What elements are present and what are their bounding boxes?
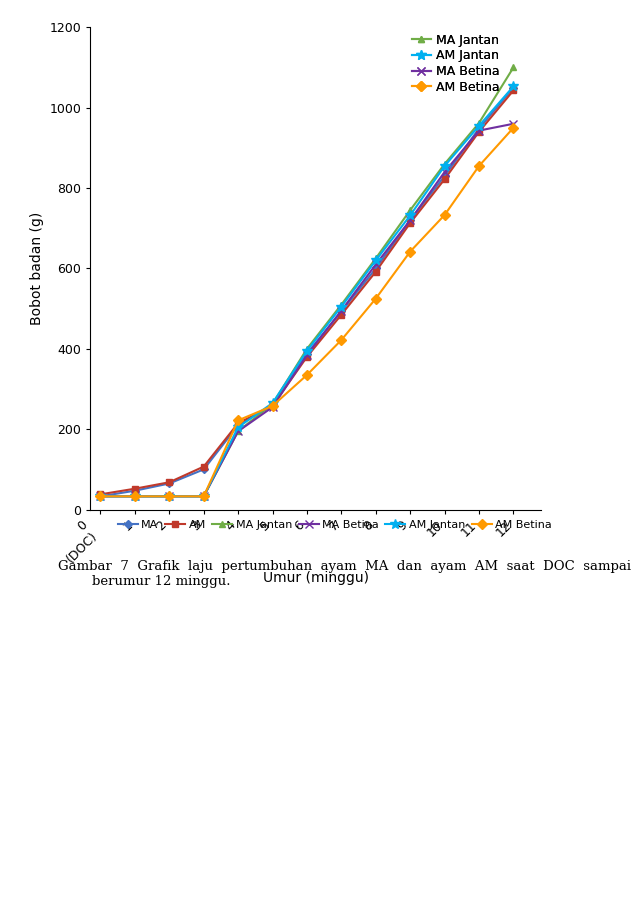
MA bbox=[200, 464, 207, 475]
MA bbox=[509, 82, 517, 93]
MA Betina bbox=[200, 490, 207, 501]
Line: AM Betina: AM Betina bbox=[97, 125, 517, 500]
MA Betina bbox=[97, 490, 104, 501]
MA Jantan bbox=[475, 117, 483, 128]
AM Betina bbox=[303, 369, 311, 380]
Line: MA Jantan: MA Jantan bbox=[97, 64, 517, 500]
AM bbox=[97, 489, 104, 500]
AM Jantan bbox=[131, 490, 138, 501]
MA bbox=[337, 306, 345, 317]
AM Betina bbox=[406, 246, 414, 257]
AM bbox=[166, 477, 173, 488]
AM Jantan bbox=[200, 490, 207, 501]
MA bbox=[234, 420, 242, 430]
MA Jantan bbox=[337, 299, 345, 310]
MA Jantan bbox=[97, 490, 104, 501]
MA Jantan bbox=[509, 62, 517, 73]
MA bbox=[166, 478, 173, 489]
MA bbox=[303, 349, 311, 359]
AM Jantan bbox=[234, 421, 242, 432]
AM Betina bbox=[200, 490, 207, 501]
MA bbox=[475, 123, 483, 134]
AM bbox=[234, 418, 242, 429]
MA Betina bbox=[406, 215, 414, 226]
AM bbox=[509, 85, 517, 96]
Text: berumur 12 minggu.: berumur 12 minggu. bbox=[58, 575, 231, 588]
MA bbox=[406, 215, 414, 226]
Text: Gambar  7  Grafik  laju  pertumbuhan  ayam  MA  dan  ayam  AM  saat  DOC  sampai: Gambar 7 Grafik laju pertumbuhan ayam MA… bbox=[58, 560, 631, 572]
AM bbox=[337, 309, 345, 320]
MA Jantan bbox=[200, 490, 207, 501]
MA bbox=[440, 170, 448, 181]
AM Jantan bbox=[475, 120, 483, 131]
MA bbox=[269, 399, 276, 410]
Legend: MA, AM, MA Jantan, MA Betina, AM Jantan, AM Betina: MA, AM, MA Jantan, MA Betina, AM Jantan,… bbox=[118, 520, 552, 530]
AM Betina bbox=[234, 415, 242, 426]
MA Betina bbox=[337, 305, 345, 316]
Line: AM: AM bbox=[97, 87, 517, 498]
AM bbox=[131, 483, 138, 494]
MA bbox=[97, 490, 104, 501]
MA Betina bbox=[509, 118, 517, 129]
AM Jantan bbox=[166, 490, 173, 501]
MA Jantan bbox=[131, 490, 138, 501]
MA Betina bbox=[303, 349, 311, 360]
MA Jantan bbox=[166, 490, 173, 501]
AM Betina bbox=[475, 160, 483, 171]
X-axis label: Umur (minggu): Umur (minggu) bbox=[263, 571, 368, 585]
AM Betina bbox=[372, 293, 380, 304]
AM bbox=[475, 126, 483, 137]
MA Betina bbox=[131, 490, 138, 501]
AM Jantan bbox=[440, 160, 448, 171]
AM Jantan bbox=[372, 255, 380, 266]
MA Jantan bbox=[440, 158, 448, 169]
AM bbox=[372, 267, 380, 278]
MA Betina bbox=[475, 126, 483, 136]
MA Jantan bbox=[269, 399, 276, 410]
AM Jantan bbox=[303, 346, 311, 357]
AM Jantan bbox=[406, 210, 414, 221]
AM Betina bbox=[509, 122, 517, 133]
MA Betina bbox=[440, 167, 448, 177]
AM Betina bbox=[269, 400, 276, 411]
Y-axis label: Bobot badan (g): Bobot badan (g) bbox=[30, 212, 44, 325]
MA Betina bbox=[372, 259, 380, 270]
AM Jantan bbox=[509, 81, 517, 92]
AM bbox=[406, 217, 414, 228]
AM Betina bbox=[166, 490, 173, 501]
Legend: MA Jantan, AM Jantan, MA Betina, AM Betina: MA Jantan, AM Jantan, MA Betina, AM Beti… bbox=[412, 34, 499, 94]
AM bbox=[303, 351, 311, 362]
AM Betina bbox=[131, 490, 138, 501]
Line: MA Betina: MA Betina bbox=[97, 119, 518, 500]
AM bbox=[200, 461, 207, 472]
MA Jantan bbox=[234, 426, 242, 437]
Line: AM Jantan: AM Jantan bbox=[95, 82, 518, 501]
Line: MA: MA bbox=[98, 85, 516, 499]
AM bbox=[269, 400, 276, 411]
MA Jantan bbox=[372, 253, 380, 264]
MA bbox=[372, 263, 380, 274]
AM Betina bbox=[337, 335, 345, 346]
AM Jantan bbox=[269, 398, 276, 409]
MA Jantan bbox=[406, 205, 414, 216]
MA Betina bbox=[269, 401, 276, 412]
AM bbox=[440, 174, 448, 185]
AM Jantan bbox=[337, 301, 345, 312]
MA Jantan bbox=[303, 343, 311, 354]
MA bbox=[131, 485, 138, 496]
MA Betina bbox=[234, 426, 242, 437]
AM Betina bbox=[97, 490, 104, 501]
AM Jantan bbox=[97, 490, 104, 501]
AM Betina bbox=[440, 209, 448, 220]
MA Betina bbox=[166, 490, 173, 501]
